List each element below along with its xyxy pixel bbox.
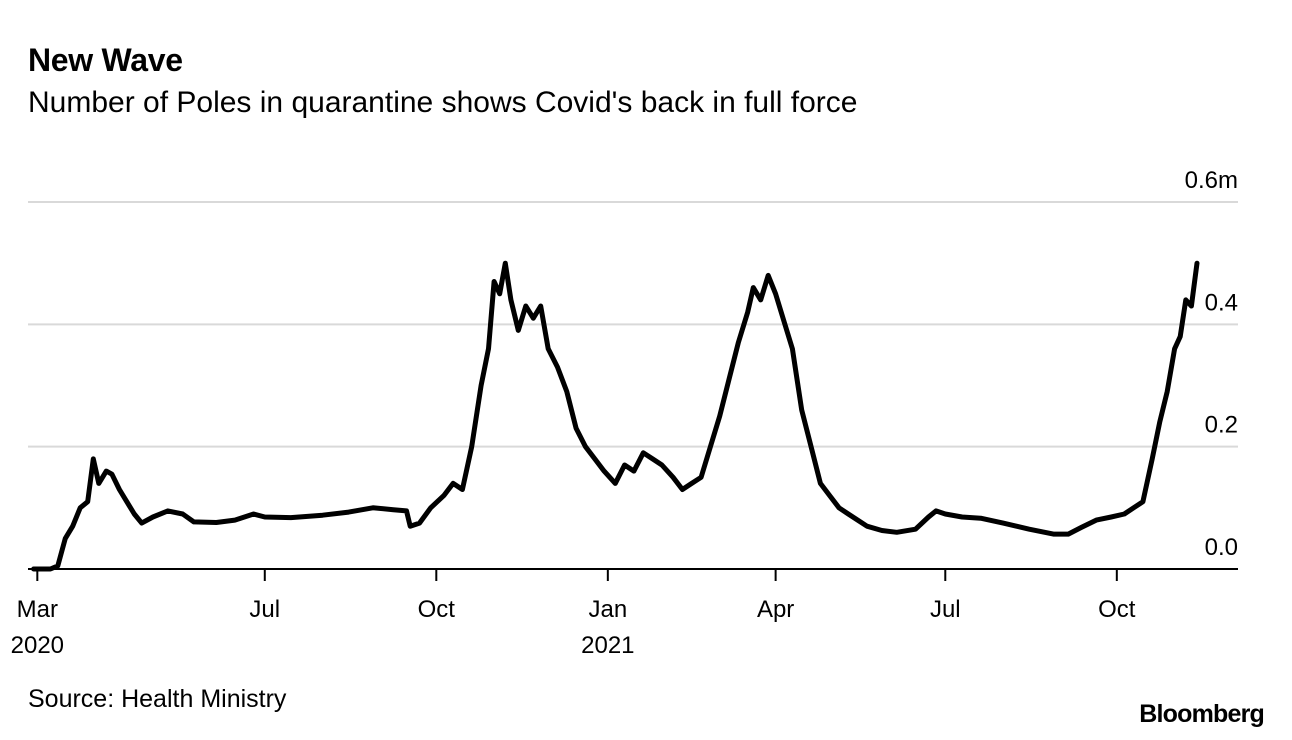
x-tick-year-label: 2020 xyxy=(11,632,64,659)
x-tick-year-label: 2021 xyxy=(581,632,634,659)
x-tick-label: Apr xyxy=(757,596,794,623)
chart-subtitle: Number of Poles in quarantine shows Covi… xyxy=(28,86,858,119)
x-tick-label: Jan xyxy=(588,596,627,623)
x-tick-label: Jul xyxy=(930,596,961,623)
x-tick-label: Mar xyxy=(17,596,58,623)
chart-title: New Wave xyxy=(28,42,183,78)
y-axis-tick-labels: 0.0 0.2 0.4 0.6m xyxy=(1185,167,1238,561)
y-tick-label: 0.2 xyxy=(1205,412,1238,439)
bloomberg-logo: Bloomberg xyxy=(1139,700,1265,728)
gridlines xyxy=(28,201,1238,448)
y-tick-label: 0.6m xyxy=(1185,167,1238,194)
source-note: Source: Health Ministry xyxy=(28,685,287,713)
series-line-0 xyxy=(31,260,1200,572)
x-axis: Mar 2020 Jul Oct Jan 2021 Apr Jul Oct xyxy=(11,568,1238,659)
x-tick-label: Oct xyxy=(1098,596,1136,623)
x-tick-label: Jul xyxy=(249,596,280,623)
y-tick-label: 0.0 xyxy=(1205,534,1238,561)
series-group xyxy=(31,260,1200,572)
x-tick-label: Oct xyxy=(418,596,456,623)
y-tick-label: 0.4 xyxy=(1205,289,1238,316)
